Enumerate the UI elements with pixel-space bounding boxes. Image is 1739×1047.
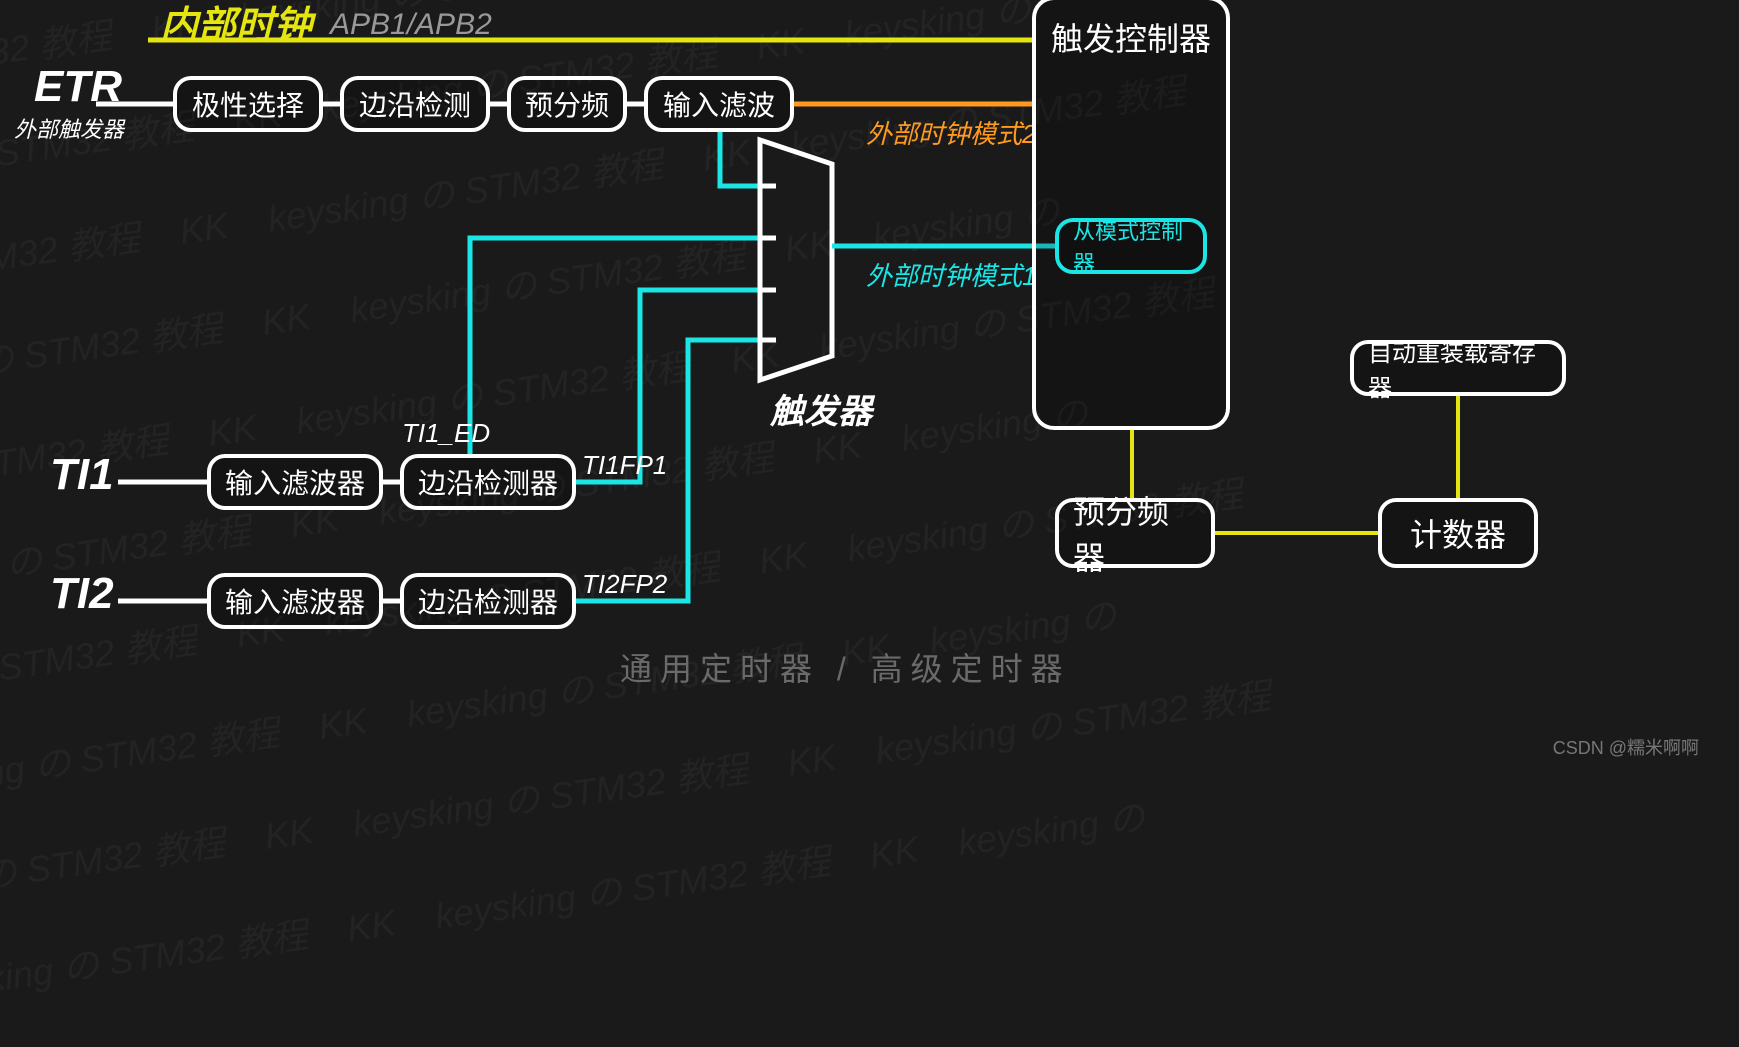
label-ti1fp1: TI1FP1 (582, 450, 667, 481)
label-ext-mode1: 外部时钟模式1 (866, 256, 1036, 293)
box-edge-etr: 边沿检测 (340, 76, 490, 132)
box-prescale-etr: 预分频 (507, 76, 627, 132)
label-trigger: 触发器 (770, 384, 872, 433)
box-counter: 计数器 (1378, 498, 1538, 568)
label-trigger-controller: 触发控制器 (1051, 14, 1211, 60)
label-ti1: TI1 (50, 450, 114, 500)
label-footer: 通用定时器 / 高级定时器 (620, 644, 1071, 690)
label-etr: ETR (34, 62, 122, 112)
box-edge-ti1: 边沿检测器 (400, 454, 576, 510)
label-ti2: TI2 (50, 569, 114, 619)
label-apb: APB1/APB2 (330, 8, 492, 42)
label-internal-clock: 内部时钟 (160, 0, 312, 49)
label-ext-mode2: 外部时钟模式2 (866, 114, 1036, 151)
label-ti2fp2: TI2FP2 (582, 569, 667, 600)
box-polarity: 极性选择 (173, 76, 323, 132)
box-prescaler: 预分频器 (1055, 498, 1215, 568)
box-filter-ti2: 输入滤波器 (207, 573, 383, 629)
label-etr-sub: 外部触发器 (14, 112, 124, 144)
label-watermark: CSDN @糯米啊啊 (1553, 734, 1699, 760)
box-arr: 自动重装载寄存器 (1350, 340, 1566, 396)
box-edge-ti2: 边沿检测器 (400, 573, 576, 629)
box-filter-etr: 输入滤波 (644, 76, 794, 132)
box-filter-ti1: 输入滤波器 (207, 454, 383, 510)
box-slave-controller: 从模式控制器 (1055, 218, 1207, 274)
label-ti1ed: TI1_ED (402, 418, 490, 449)
